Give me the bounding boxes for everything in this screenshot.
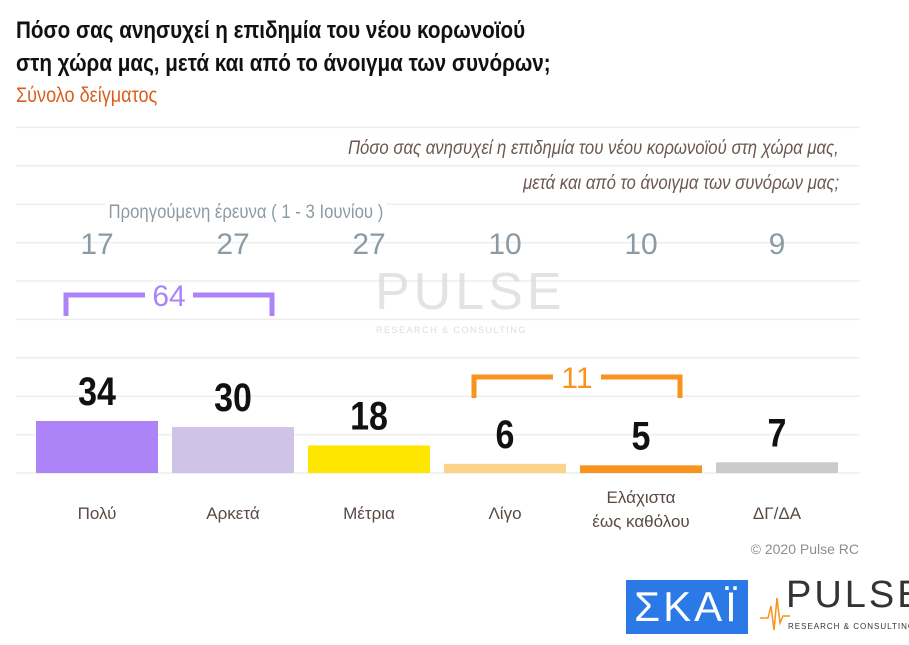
title-line-2: στη χώρα μας, μετά και από το άνοιγμα τω… [16,50,551,77]
group-total-label: 11 [561,362,592,395]
watermark-pulse: PULSE [375,263,566,321]
previous-value-label: 27 [216,228,249,261]
previous-value-label: 17 [80,228,113,261]
previous-value-label: 10 [624,228,657,261]
pulse-logo-word: PULSE [786,574,909,616]
value-label: 6 [496,411,515,456]
title-line-1: Πόσο σας ανησυχεί η επιδημία του νέου κο… [16,17,526,44]
page-title: Πόσο σας ανησυχεί η επιδημία του νέου κο… [16,14,551,80]
watermark-pulse-sub: RESEARCH & CONSULTING [376,325,527,335]
value-label: 5 [632,413,651,458]
subtitle: Σύνολο δείγματος [16,84,158,107]
value-label: 18 [350,393,388,438]
previous-value-label: 27 [352,228,385,261]
value-label: 30 [214,374,252,419]
bar-0 [36,420,158,473]
category-label: έως καθόλου [592,512,689,531]
category-label: Ελάχιστα [607,488,676,507]
category-label: Αρκετά [206,504,260,523]
group-total-label: 64 [152,280,185,313]
bar-4 [580,465,702,473]
previous-value-label: 9 [769,228,786,261]
value-label: 34 [78,368,116,413]
copyright: © 2020 Pulse RC [750,541,859,557]
question-line-2: μετά και από το άνοιγμα των συνόρων μας; [519,173,839,195]
category-label: Λίγο [488,504,521,523]
category-label: Πολύ [78,504,117,523]
pulse-logo-sub: RESEARCH & CONSULTING [788,622,909,631]
previous-survey-label: Προηγούμενη έρευνα ( 1 - 3 Ιουνίου ) [105,202,387,224]
group-bracket [471,374,683,398]
question-line-1: Πόσο σας ανησυχεί η επιδημία του νέου κο… [344,138,839,160]
previous-value-label: 10 [488,228,521,261]
group-bracket [63,292,275,316]
pulse-logo: PULSE RESEARCH & CONSULTING [760,574,909,638]
bar-5 [716,462,838,473]
pulse-wave-icon [760,597,790,631]
skai-logo: ΣΚΑΪ [626,580,748,634]
category-label: ΔΓ/ΔΑ [753,504,802,523]
bar-2 [308,445,430,473]
bar-1 [172,427,294,473]
value-label: 7 [768,410,787,455]
category-label: Μέτρια [343,504,395,523]
bar-3 [444,463,566,473]
